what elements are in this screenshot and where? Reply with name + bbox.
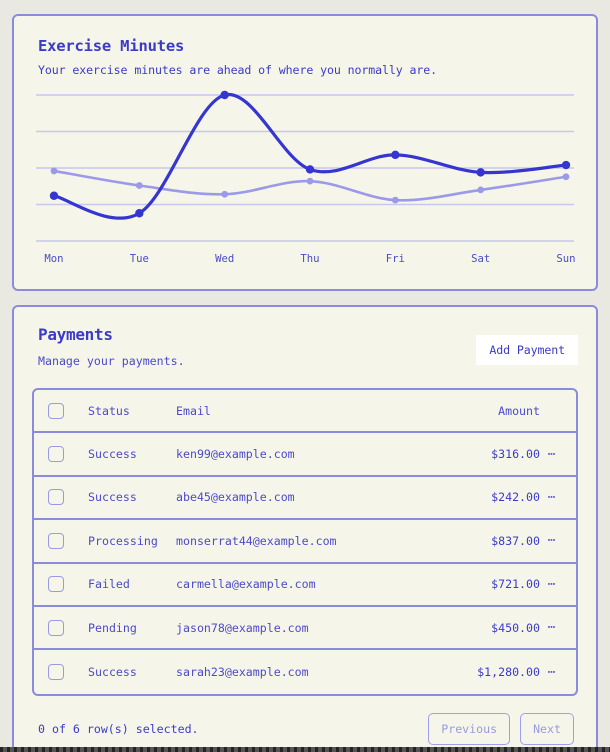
cell-status: Success: [88, 447, 137, 462]
payments-footer: 0 of 6 row(s) selected. Previous Next: [32, 696, 578, 750]
chart-data-point: [49, 191, 59, 200]
row-select-checkbox[interactable]: [48, 619, 64, 636]
previous-page-button[interactable]: Previous: [428, 713, 511, 746]
column-header-status[interactable]: Status: [88, 403, 130, 418]
table-row[interactable]: Success ken99@example.com $316.00 ⋯: [34, 433, 576, 477]
column-header-email[interactable]: Email: [176, 403, 211, 418]
cell-status: Processing: [88, 533, 158, 548]
next-page-button[interactable]: Next: [520, 713, 574, 746]
chart-series-line: [52, 93, 568, 220]
chart-data-point: [135, 209, 144, 218]
x-axis-tick-label: Tue: [129, 253, 149, 265]
x-axis-tick-label: Sat: [471, 253, 491, 265]
cell-email: carmella@example.com: [176, 577, 316, 592]
x-axis-tick-label: Fri: [385, 253, 405, 265]
chart-series-line: [52, 169, 568, 202]
chart-data-point: [306, 177, 314, 185]
chart-data-point: [562, 173, 570, 181]
table-body: Success ken99@example.com $316.00 ⋯ Success a…: [34, 433, 576, 693]
payments-subtitle: Manage your payments.: [38, 354, 185, 368]
chart-data-point: [391, 150, 400, 160]
payments-header: Payments Manage your payments. Add Payme…: [32, 323, 578, 368]
cell-amount: $450.00: [491, 620, 540, 635]
add-payment-button[interactable]: Add Payment: [476, 335, 578, 365]
row-select-checkbox[interactable]: [48, 532, 64, 549]
x-axis-tick-label: Wed: [215, 253, 235, 265]
cell-amount: $837.00: [491, 533, 540, 548]
x-axis-tick-label: Sun: [556, 253, 576, 265]
pagination-controls: Previous Next: [428, 713, 574, 746]
chart-data-point: [476, 168, 485, 177]
x-axis-tick-label: Thu: [300, 253, 320, 265]
chart-title: Exercise Minutes: [38, 37, 185, 55]
chart-data-point: [220, 90, 229, 100]
row-select-checkbox[interactable]: [48, 664, 64, 681]
chart-series-layer: [49, 90, 571, 220]
cell-email: jason78@example.com: [176, 620, 309, 635]
table-row[interactable]: Success sarah23@example.com $1,280.00 ⋯: [34, 650, 576, 693]
row-actions-icon[interactable]: ⋯: [547, 446, 557, 462]
chart-svg: [36, 90, 574, 242]
cell-status: Success: [88, 665, 137, 680]
chart-data-point: [391, 196, 399, 204]
table-row[interactable]: Processing monserrat44@example.com $837.00…: [34, 520, 576, 564]
table-row[interactable]: Failed carmella@example.com $721.00 ⋯: [34, 564, 576, 607]
chart-x-axis: Mon Tue Wed Thu Fri Sat Sun: [32, 253, 578, 271]
row-actions-icon[interactable]: ⋯: [547, 664, 557, 680]
chart-data-point: [50, 167, 58, 175]
cell-status: Pending: [88, 620, 137, 635]
exercise-line-chart: [32, 89, 578, 249]
payments-card: Payments Manage your payments. Add Payme…: [12, 305, 598, 752]
cell-status: Success: [88, 490, 137, 505]
cell-amount: $242.00: [491, 490, 540, 505]
row-select-checkbox[interactable]: [48, 446, 64, 463]
selection-status: 0 of 6 row(s) selected.: [38, 722, 199, 737]
cell-email: ken99@example.com: [176, 447, 295, 462]
table-row[interactable]: Pending jason78@example.com $450.00 ⋯: [34, 607, 576, 651]
row-actions-icon[interactable]: ⋯: [547, 620, 557, 636]
cell-amount: $1,280.00: [477, 665, 540, 680]
chart-data-point: [561, 160, 571, 170]
x-axis-tick-label: Mon: [44, 253, 64, 265]
select-all-checkbox[interactable]: [48, 402, 64, 419]
cell-email: monserrat44@example.com: [176, 533, 337, 548]
chart-data-point: [305, 165, 315, 174]
table-header-row: Status Email Amount: [34, 390, 576, 434]
cell-email: abe45@example.com: [176, 490, 295, 505]
page-title: Payments: [38, 325, 113, 344]
payments-table: Status Email Amount Success ken99@example…: [32, 388, 578, 696]
cell-amount: $316.00: [491, 447, 540, 462]
chart-data-point: [221, 190, 229, 198]
row-select-checkbox[interactable]: [48, 576, 64, 593]
row-actions-icon[interactable]: ⋯: [547, 533, 557, 549]
chart-subtitle: Your exercise minutes are ahead of where…: [38, 63, 438, 77]
exercise-minutes-card: Exercise Minutes Your exercise minutes a…: [12, 14, 598, 291]
table-row[interactable]: Success abe45@example.com $242.00 ⋯: [34, 477, 576, 521]
row-actions-icon[interactable]: ⋯: [547, 489, 557, 505]
row-select-checkbox[interactable]: [48, 489, 64, 506]
cell-amount: $721.00: [491, 577, 540, 592]
chart-data-point: [135, 182, 143, 189]
cell-status: Failed: [88, 577, 130, 592]
chart-data-point: [477, 186, 485, 194]
cell-email: sarah23@example.com: [176, 665, 309, 680]
row-actions-icon[interactable]: ⋯: [547, 576, 557, 592]
column-header-amount[interactable]: Amount: [498, 403, 540, 418]
window-edge-bottom: [0, 747, 610, 752]
